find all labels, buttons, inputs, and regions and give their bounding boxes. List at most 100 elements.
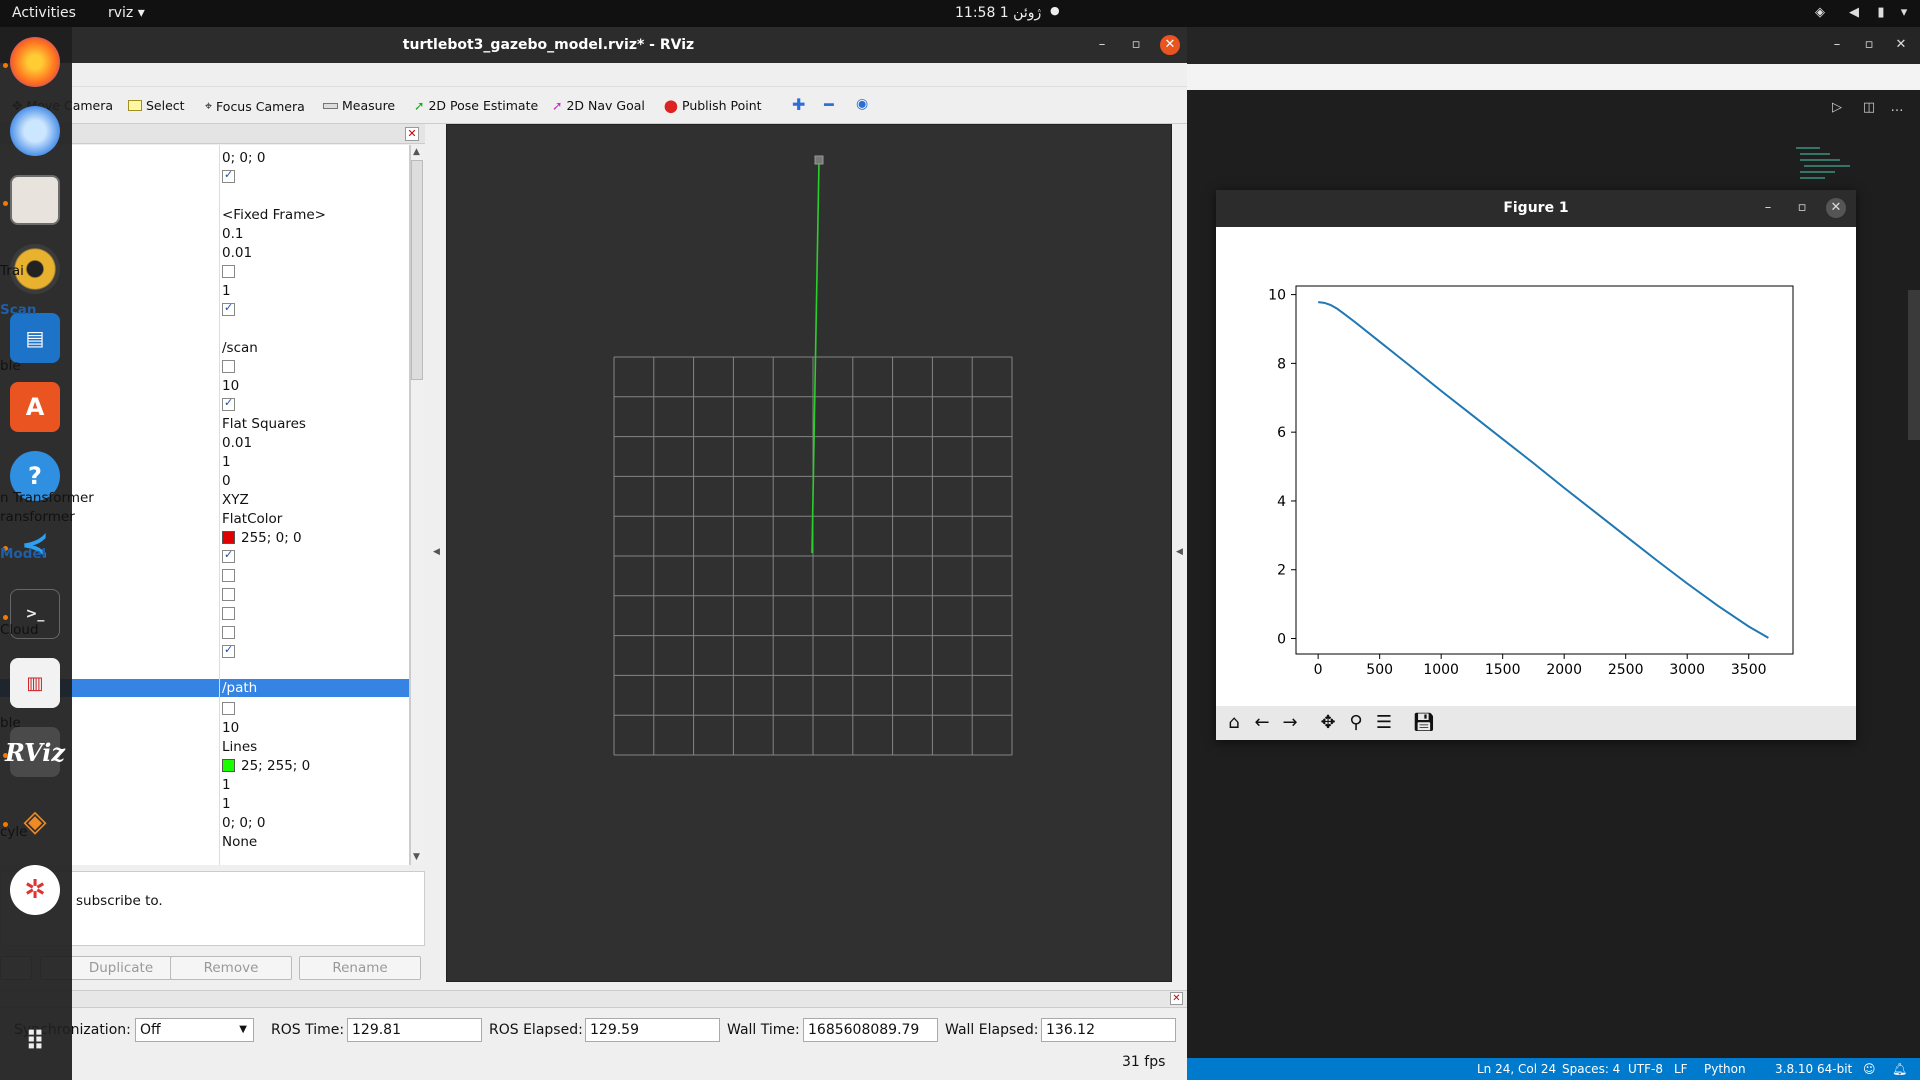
select-tool[interactable]: Select bbox=[128, 98, 185, 113]
property-value-row[interactable]: 0; 0; 0 bbox=[222, 148, 265, 167]
rhythmbox-icon[interactable] bbox=[10, 244, 60, 294]
3d-render-view[interactable] bbox=[446, 124, 1172, 982]
right-splitter[interactable]: ◀ bbox=[1172, 124, 1187, 982]
property-value-row[interactable]: 1 bbox=[222, 281, 231, 300]
line-plot[interactable]: 0 500 1000 1500 2000 2500 3000 3500 0 2 4 6 8 10 bbox=[1216, 227, 1856, 706]
pan-icon[interactable]: ✥ bbox=[1320, 712, 1336, 733]
remove-tool-button[interactable]: ━ bbox=[824, 95, 834, 114]
property-value-row[interactable] bbox=[222, 262, 235, 281]
close-icon[interactable]: ✕ bbox=[1160, 35, 1180, 55]
close-icon[interactable]: ✕ bbox=[1170, 992, 1183, 1005]
property-value-row[interactable]: Flat Squares bbox=[222, 414, 306, 433]
cursor-position[interactable]: Ln 24, Col 24 bbox=[1477, 1062, 1557, 1076]
property-value-row[interactable]: 25; 255; 0 bbox=[222, 756, 310, 775]
show-apps-icon[interactable]: ⠿ bbox=[24, 1027, 46, 1057]
activities-button[interactable]: Activities bbox=[12, 5, 76, 21]
sync-select[interactable]: Off ▼ bbox=[135, 1018, 254, 1042]
minimize-icon[interactable]: – bbox=[1098, 37, 1106, 52]
wall-time-field[interactable]: 1685608089.79 bbox=[803, 1018, 938, 1042]
tool-properties-button[interactable]: ◉ bbox=[856, 96, 868, 112]
property-value-row[interactable]: 0 bbox=[222, 471, 231, 490]
nav-goal-tool[interactable]: ➚ 2D Nav Goal bbox=[552, 98, 645, 113]
property-value-row[interactable] bbox=[222, 566, 235, 585]
close-icon[interactable]: ✕ bbox=[1826, 198, 1846, 218]
property-value-row[interactable]: 0.01 bbox=[222, 433, 252, 452]
app-menu[interactable]: rviz ▾ bbox=[108, 5, 145, 21]
network-icon[interactable]: ◈ bbox=[1815, 5, 1825, 20]
document-viewer-icon[interactable]: ▥ bbox=[10, 658, 60, 708]
property-value-row[interactable]: 1 bbox=[222, 775, 231, 794]
scroll-up-icon[interactable]: ▲ bbox=[413, 147, 420, 157]
property-checkbox[interactable] bbox=[222, 396, 235, 411]
remove-button[interactable]: Remove bbox=[170, 956, 292, 980]
firefox-icon[interactable] bbox=[10, 37, 60, 87]
property-value-row[interactable]: 0.01 bbox=[222, 243, 252, 262]
more-icon[interactable]: … bbox=[1890, 100, 1904, 115]
maximize-icon[interactable]: ▫ bbox=[1131, 37, 1141, 52]
property-value-row[interactable]: 0; 0; 0 bbox=[222, 813, 265, 832]
property-value-row[interactable]: 10 bbox=[222, 718, 239, 737]
color-swatch[interactable] bbox=[222, 531, 235, 544]
scroll-down-icon[interactable]: ▼ bbox=[413, 852, 420, 862]
property-value-row[interactable] bbox=[222, 357, 235, 376]
split-editor-icon[interactable]: ◫ bbox=[1862, 100, 1876, 115]
collapse-left-icon[interactable]: ◀ bbox=[433, 547, 440, 557]
rviz-icon[interactable]: RViz bbox=[5, 727, 65, 777]
battery-icon[interactable]: ▮ bbox=[1877, 5, 1885, 20]
vscode-scrollbar[interactable] bbox=[1908, 290, 1920, 440]
home-icon[interactable]: ⌂ bbox=[1228, 712, 1240, 733]
property-checkbox[interactable] bbox=[222, 569, 235, 582]
software-center-icon[interactable]: A bbox=[10, 382, 60, 432]
zoom-icon[interactable]: ⚲ bbox=[1349, 712, 1363, 733]
property-checkbox[interactable] bbox=[222, 360, 235, 373]
property-checkbox[interactable] bbox=[222, 265, 235, 278]
minimap[interactable] bbox=[1790, 145, 1870, 190]
vscode-icon[interactable]: ≺ bbox=[20, 525, 50, 565]
property-value-row[interactable] bbox=[222, 623, 235, 642]
chevron-down-icon[interactable]: ▾ bbox=[1900, 5, 1908, 20]
property-value-row[interactable]: 1 bbox=[222, 794, 231, 813]
scrollbar-thumb[interactable] bbox=[411, 160, 423, 380]
terminal-icon[interactable]: >_ bbox=[10, 589, 60, 639]
property-value-row[interactable] bbox=[222, 300, 235, 319]
focus-camera-tool[interactable]: ⌖ Focus Camera bbox=[205, 98, 305, 114]
back-arrow-icon[interactable]: ← bbox=[1254, 712, 1270, 733]
property-value-row[interactable] bbox=[222, 395, 235, 414]
gazebo-icon[interactable]: ◈ bbox=[23, 803, 47, 839]
add-tool-button[interactable]: ✚ bbox=[792, 95, 805, 114]
property-value-row[interactable] bbox=[222, 699, 235, 718]
clock[interactable]: 11:58 1 ژوئن bbox=[955, 5, 1042, 21]
property-value-row[interactable]: XYZ bbox=[222, 490, 249, 509]
ros-time-field[interactable]: 129.81 bbox=[347, 1018, 482, 1042]
ros-elapsed-field[interactable]: 129.59 bbox=[585, 1018, 720, 1042]
rename-button[interactable]: Rename bbox=[299, 956, 421, 980]
property-value-row[interactable]: None bbox=[222, 832, 257, 851]
configure-subplots-icon[interactable]: ☰ bbox=[1375, 712, 1393, 733]
property-checkbox[interactable] bbox=[222, 588, 235, 601]
pinwheel-icon[interactable]: ✲ bbox=[10, 865, 60, 915]
publish-point-tool[interactable]: ⬤ Publish Point bbox=[664, 98, 762, 113]
property-value-row[interactable] bbox=[222, 585, 235, 604]
property-checkbox[interactable] bbox=[222, 607, 235, 620]
forward-arrow-icon[interactable]: → bbox=[1282, 712, 1298, 733]
property-value-row[interactable]: Lines bbox=[222, 737, 257, 756]
python-interpreter[interactable]: 3.8.10 64-bit bbox=[1775, 1062, 1853, 1076]
feedback-icon[interactable]: ☺ bbox=[1863, 1062, 1876, 1076]
selected-display-value[interactable]: /path bbox=[222, 680, 258, 696]
property-value-row[interactable]: /scan bbox=[222, 338, 258, 357]
language-mode[interactable]: Python bbox=[1704, 1062, 1746, 1076]
property-checkbox[interactable] bbox=[222, 301, 235, 316]
measure-tool[interactable]: Measure bbox=[323, 98, 395, 113]
wall-elapsed-field[interactable]: 136.12 bbox=[1041, 1018, 1176, 1042]
property-value-row[interactable] bbox=[222, 547, 235, 566]
left-splitter[interactable]: ◀ bbox=[425, 124, 446, 982]
property-value-row[interactable] bbox=[222, 604, 235, 623]
property-checkbox[interactable] bbox=[222, 702, 235, 715]
close-icon[interactable]: ✕ bbox=[1895, 37, 1907, 52]
maximize-icon[interactable]: ▫ bbox=[1864, 37, 1874, 52]
color-swatch[interactable] bbox=[222, 759, 235, 772]
collapse-right-icon[interactable]: ◀ bbox=[1176, 547, 1183, 557]
indent-setting[interactable]: Spaces: 4 bbox=[1562, 1062, 1621, 1076]
property-checkbox[interactable] bbox=[222, 548, 235, 563]
property-value-row[interactable]: <Fixed Frame> bbox=[222, 205, 326, 224]
